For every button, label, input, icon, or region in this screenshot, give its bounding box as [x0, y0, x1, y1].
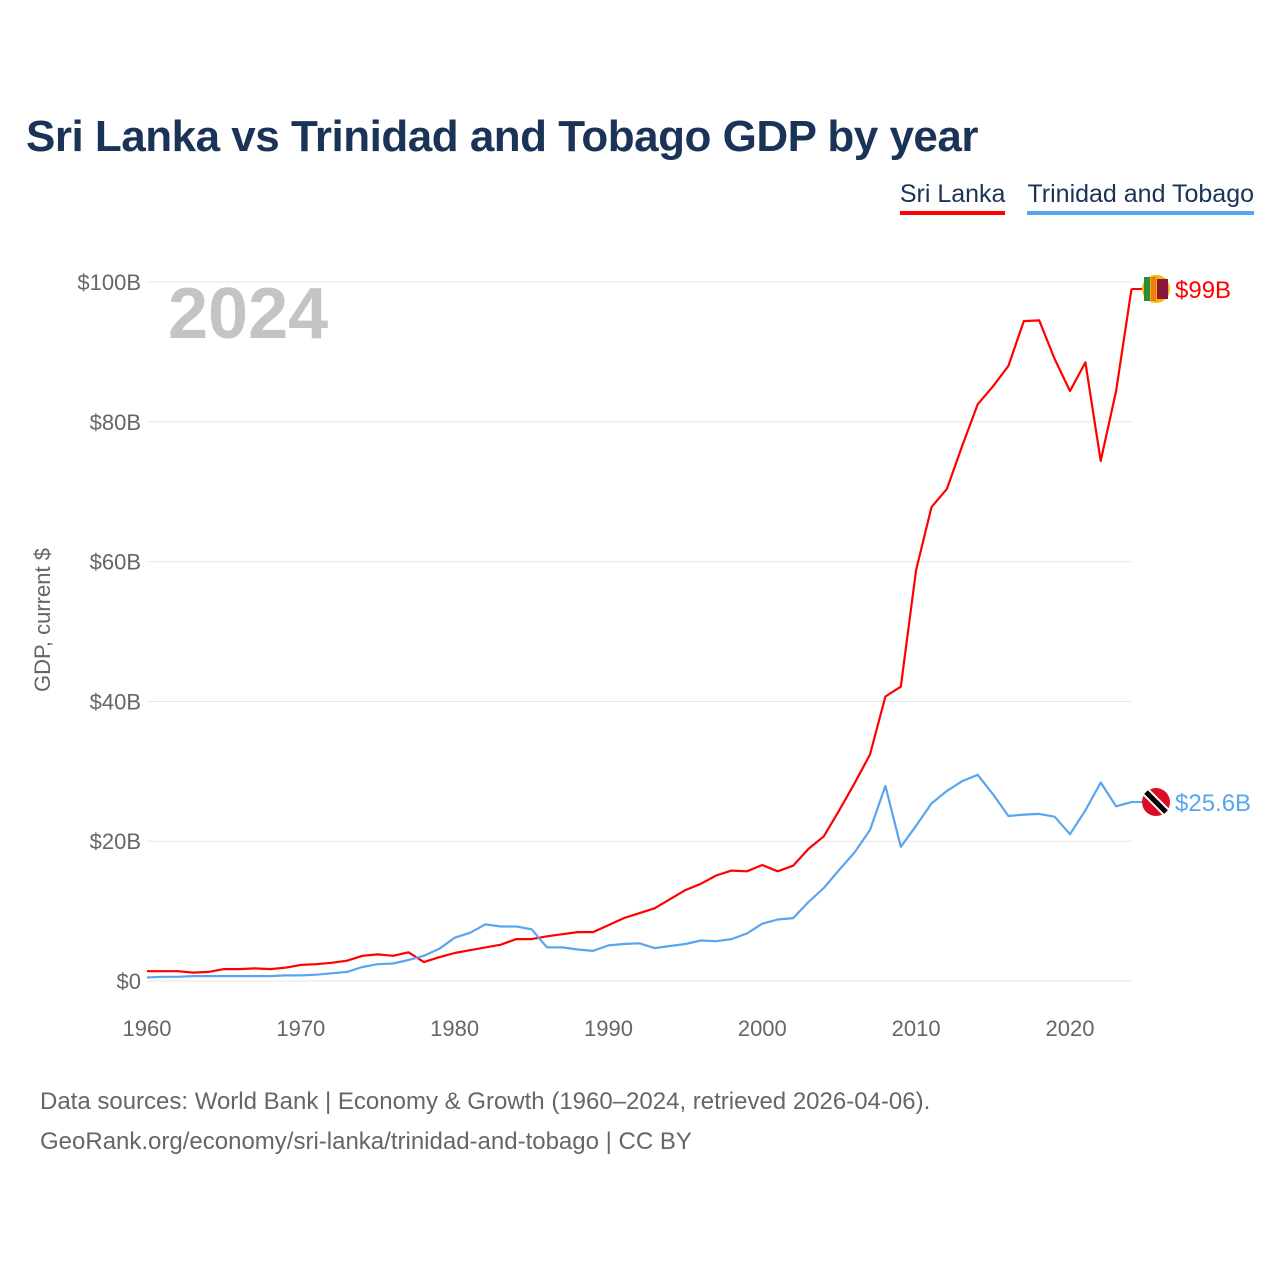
- x-tick-label: 1980: [430, 1016, 479, 1041]
- y-tick-label: $0: [117, 969, 141, 994]
- x-tick-label: 2010: [892, 1016, 941, 1041]
- x-tick-label: 1990: [584, 1016, 633, 1041]
- legend-trinidad-and-tobago[interactable]: Trinidad and Tobago: [1027, 180, 1254, 215]
- source-text: Data sources: World Bank | Economy & Gro…: [40, 1088, 931, 1115]
- y-tick-label: $80B: [90, 410, 141, 435]
- x-tick-label: 1960: [123, 1016, 172, 1041]
- year-label: 2024: [168, 274, 328, 354]
- y-tick-label: $100B: [77, 270, 141, 295]
- y-tick-label: $20B: [90, 829, 141, 854]
- x-tick-label: 1970: [276, 1016, 325, 1041]
- y-tick-label: $60B: [90, 550, 141, 575]
- end-value-label: $25.6B: [1175, 790, 1251, 817]
- series-line-sri-lanka: [147, 288, 1133, 974]
- legend-sri-lanka[interactable]: Sri Lanka: [899, 180, 1006, 215]
- source-link[interactable]: GeoRank.org/economy/sri-lanka/trinidad-a…: [40, 1128, 692, 1155]
- x-tick-label: 2020: [1045, 1016, 1094, 1041]
- legend: Sri Lanka Trinidad and Tobago: [899, 180, 1254, 215]
- trinidad-and-tobago-flag-icon: [1142, 788, 1170, 817]
- x-tick-label: 2000: [738, 1016, 787, 1041]
- sri-lanka-flag-icon: [1142, 274, 1170, 303]
- end-value-label: $99B: [1175, 277, 1231, 304]
- chart-title: Sri Lanka vs Trinidad and Tobago GDP by …: [26, 112, 978, 161]
- y-tick-label: $40B: [90, 689, 141, 714]
- y-axis-label: GDP, current $: [30, 548, 55, 692]
- series-line-trinidad-and-tobago: [146, 773, 1132, 979]
- footer: Data sources: World Bank | Economy & Gro…: [40, 1082, 930, 1162]
